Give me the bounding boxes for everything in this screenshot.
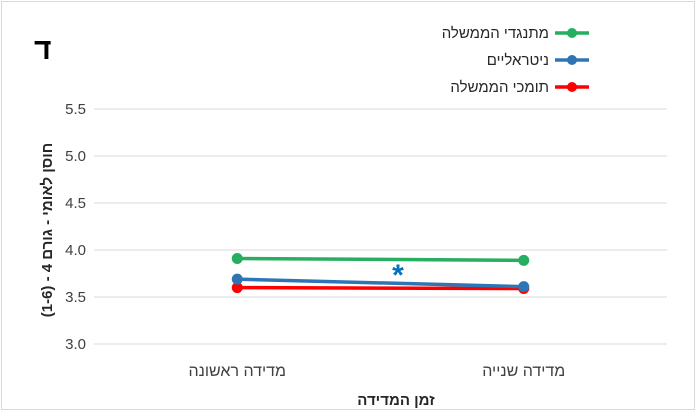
legend-marker: [567, 28, 577, 38]
x-axis-title: זמן המדידה: [357, 392, 435, 409]
gridlines: [94, 108, 667, 345]
legend: מתנגדי הממשלה ניטראליים תומכי הממשלה: [442, 25, 589, 96]
y-tick-label: 3.5: [65, 289, 86, 306]
y-tick-label: 3.0: [65, 336, 86, 353]
legend-marker: [567, 82, 577, 92]
legend-label: ניטראליים: [487, 52, 549, 69]
y-axis-ticks: 3.0 3.5 4.0 4.5 5.0 5.5: [65, 101, 86, 353]
y-tick-label: 5.5: [65, 101, 86, 118]
y-tick-label: 4.5: [65, 195, 86, 212]
data-point: [231, 252, 243, 264]
y-axis-title: חוסן לאומי - גורם 4 - (1-6): [39, 143, 56, 318]
legend-marker: [567, 55, 577, 65]
series-line: [237, 256, 524, 263]
series-line: [237, 277, 524, 289]
x-tick-label: מדידה שנייה: [482, 363, 565, 380]
y-tick-label: 5.0: [65, 148, 86, 165]
data-point: [518, 254, 530, 266]
significance-asterisk: *: [392, 259, 404, 292]
y-tick-label: 4.0: [65, 242, 86, 259]
series-lines: [231, 252, 530, 295]
series-line: [237, 285, 524, 291]
x-axis-ticks: מדידה ראשונה מדידה שנייה: [189, 363, 566, 380]
data-point: [231, 273, 243, 285]
data-point: [518, 281, 530, 293]
legend-label: תומכי הממשלה: [450, 79, 549, 96]
panel-label: ד: [34, 33, 51, 66]
x-tick-label: מדידה ראשונה: [189, 363, 286, 380]
legend-label: מתנגדי הממשלה: [442, 25, 549, 42]
